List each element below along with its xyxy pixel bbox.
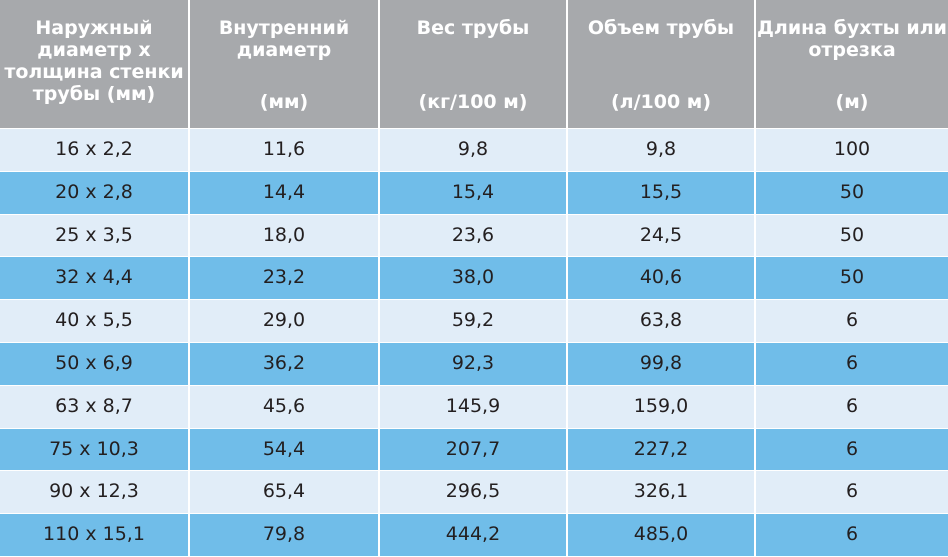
table-cell: 40 x 5,5 [55,309,133,332]
table-cell: 38,0 [451,266,495,289]
row-divider [0,170,948,172]
table-header: Наружный диаметр х толщина стенки трубы … [0,0,948,128]
table-cell: 9,8 [645,138,677,160]
header-weight-unit: (кг/100 м) [418,91,528,113]
table-cell: 90 x 12,3 [49,480,139,503]
table-row: 75 x 10,3 54,4 207,7 227,2 6 [0,428,948,471]
table-cell: 23,2 [262,266,306,289]
row-divider [0,256,948,258]
table-cell: 59,2 [451,309,495,332]
table-cell: 92,3 [451,352,495,374]
header-length: Длина бухты или отрезка (м) [756,0,948,128]
table-cell: 296,5 [445,480,501,503]
header-inner-diameter-title: Внутренний диаметр [218,17,350,61]
table-cell: 485,0 [633,523,689,546]
column-divider [754,0,756,557]
column-divider [188,0,190,557]
table-cell: 326,1 [633,480,689,503]
table-cell: 99,8 [639,352,683,374]
header-length-title: Длина бухты или отрезка [757,17,947,61]
table-cell: 75 x 10,3 [49,437,139,460]
table-row: 32 x 4,4 23,2 38,0 40,6 50 [0,257,948,300]
table-cell: 29,0 [262,309,306,332]
table-cell: 50 x 6,9 [55,352,133,374]
header-weight-title: Вес трубы [416,17,530,39]
row-divider [0,213,948,215]
table-row: 50 x 6,9 36,2 92,3 99,8 6 [0,343,948,385]
table-cell: 15,5 [639,180,683,203]
table-cell: 100 [833,138,871,160]
header-inner-diameter: Внутренний диаметр (мм) [190,0,378,128]
table-cell: 45,6 [262,394,306,417]
header-outer-diameter: Наружный диаметр х толщина стенки трубы … [0,0,188,128]
table-cell: 32 x 4,4 [55,266,133,289]
table-row: 63 x 8,7 45,6 145,9 159,0 6 [0,385,948,428]
table-cell: 20 x 2,8 [55,180,133,203]
table-cell: 36,2 [262,352,306,374]
row-divider [0,513,948,515]
table-cell: 6 [845,523,859,546]
table-row: 20 x 2,8 14,4 15,4 15,5 50 [0,171,948,214]
table-cell: 14,4 [262,180,306,203]
table-cell: 444,2 [445,523,501,546]
header-length-unit: (м) [835,91,869,113]
table-row: 90 x 12,3 65,4 296,5 326,1 6 [0,471,948,514]
table-cell: 50 [839,266,865,289]
header-weight: Вес трубы (кг/100 м) [380,0,566,128]
table-cell: 227,2 [633,437,689,460]
table-cell: 9,8 [457,138,489,160]
table-cell: 6 [845,480,859,503]
table-cell: 23,6 [451,223,495,246]
table-cell: 25 x 3,5 [55,223,133,246]
table-cell: 50 [839,223,865,246]
table-cell: 6 [845,394,859,417]
header-volume: Объем трубы (л/100 м) [568,0,754,128]
table-cell: 11,6 [262,138,306,160]
table-row: 16 x 2,2 11,6 9,8 9,8 100 [0,129,948,171]
table-cell: 6 [845,437,859,460]
table-row: 40 x 5,5 29,0 59,2 63,8 6 [0,300,948,342]
table-cell: 63,8 [639,309,683,332]
row-divider [0,384,948,386]
row-divider [0,427,948,429]
header-volume-title: Объем трубы [587,17,735,39]
column-divider [378,0,380,557]
table-cell: 6 [845,352,859,374]
table-cell: 24,5 [639,223,683,246]
header-outer-diameter-title: Наружный диаметр х толщина стенки трубы … [4,17,184,105]
table-cell: 40,6 [639,266,683,289]
table-cell: 145,9 [445,394,501,417]
column-divider [566,0,568,557]
row-divider [0,470,948,472]
row-divider [0,342,948,343]
header-volume-unit: (л/100 м) [610,91,712,113]
row-divider [0,299,948,301]
table-cell: 63 x 8,7 [55,394,133,417]
table-cell: 207,7 [445,437,501,460]
table-row: 110 x 15,1 79,8 444,2 485,0 6 [0,514,948,556]
table-cell: 16 x 2,2 [55,138,133,160]
table-cell: 54,4 [262,437,306,460]
table-cell: 65,4 [262,480,306,503]
table-cell: 159,0 [633,394,689,417]
table-row: 25 x 3,5 18,0 23,6 24,5 50 [0,214,948,257]
table-cell: 79,8 [262,523,306,546]
table-cell: 18,0 [262,223,306,246]
table-cell: 110 x 15,1 [43,523,145,546]
header-inner-diameter-unit: (мм) [259,91,309,113]
table-cell: 15,4 [451,180,495,203]
table-cell: 6 [845,309,859,332]
table-cell: 50 [839,180,865,203]
